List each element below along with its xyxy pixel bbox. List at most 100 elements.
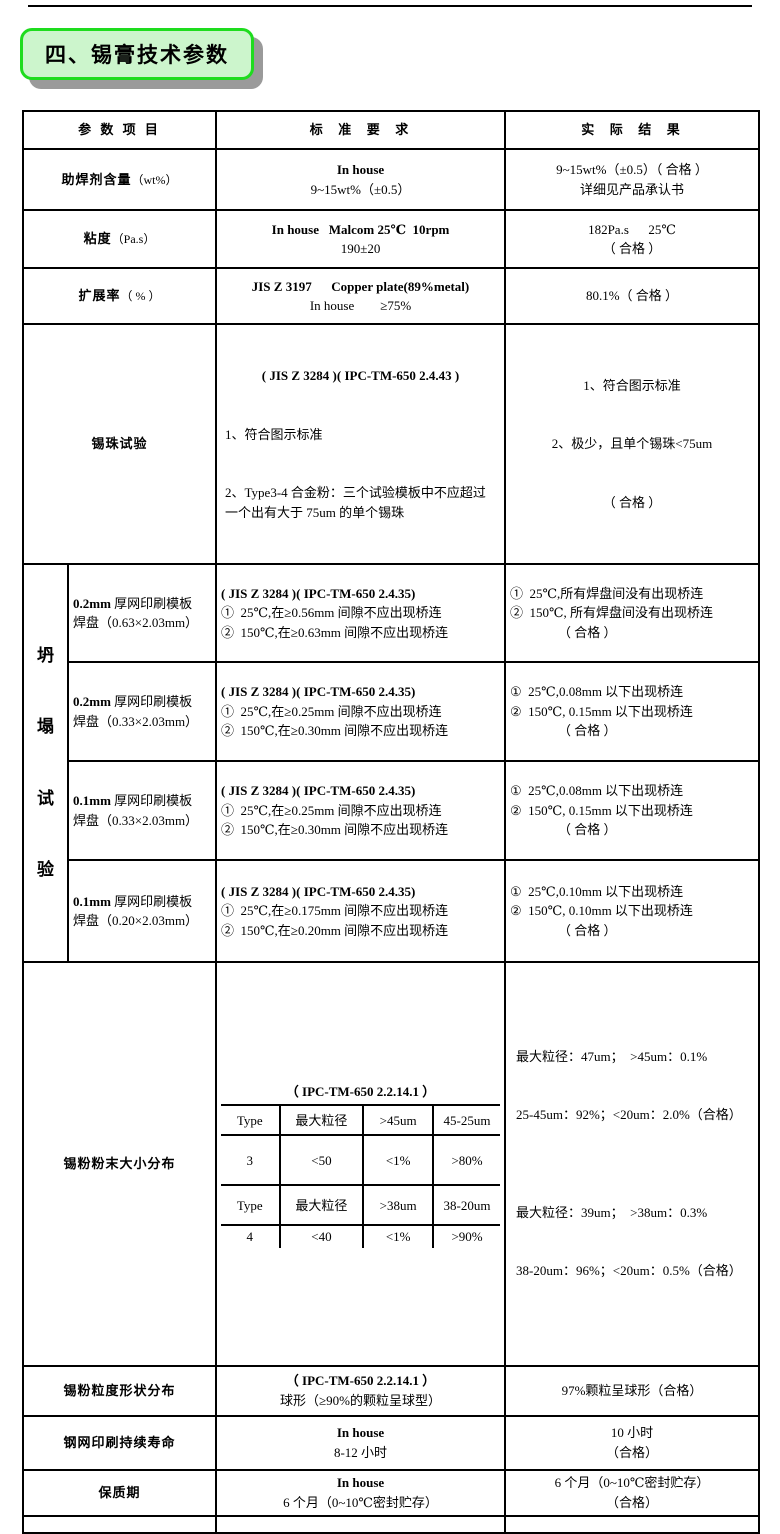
slump-vertical-text: 坍塌试验 [37,646,54,880]
spread-label: 扩展率 [78,288,121,304]
flux-standard-cell: In house 9~15wt%（±0.5） [215,148,507,211]
viscosity-standard-cell: In house Malcom 25℃ 10rpm 190±20 [215,209,507,269]
powder-t1-header-row: Type 最大粒径 >45um 45-25um [220,1104,502,1137]
shape-label-cell: 锡粉粒度形状分布 [21,1364,218,1417]
slump1-result-cell: ① 25℃,所有焊盘间没有出现桥连 ② 150℃, 所有焊盘间没有出现桥连 （ 合格… [504,562,761,664]
slump3-std-line1: ① 25℃,在≥0.25mm 间隙不应出现桥连 [221,802,442,818]
viscosity-label: 粘度 [83,231,112,247]
powder-result-block1: 最大粒径：47um； >45um：0.1% 25-45um：92%；<20um：… [516,1008,754,1164]
powder-t2-v0: 4 [220,1224,281,1249]
row-powder-size: 锡粉粉末大小分布 （ IPC-TM-650 2.2.14.1 ） Type 最大… [21,960,761,1367]
beads-result-cell: 1、符合图示标准 2、极少，且单个锡珠<75um （ 合格 ） [504,323,761,565]
slump4-standard-cell: ( JIS Z 3284 )( IPC-TM-650 2.4.35) ① 25℃,… [215,859,507,963]
slump4-std-title: ( JIS Z 3284 )( IPC-TM-650 2.4.35) [221,883,416,899]
powder-inner-table: （ IPC-TM-650 2.2.14.1 ） Type 最大粒径 >45um … [220,1078,502,1249]
slump1-res-line1: ① 25℃,所有焊盘间没有出现桥连 [510,585,704,601]
stencil-res-line2: （合格） [606,1444,659,1460]
spread-unit: （ % ） [120,289,161,304]
powder-t1-v3: >80% [432,1134,502,1187]
stencil-std-line1: In house [336,1425,385,1441]
powder-t1-value-row: 3 <50 <1% >80% [220,1134,502,1187]
slump3-res-line3: （ 合格 ） [558,822,617,838]
powder-t1-h1: 最大粒径 [278,1104,365,1137]
spread-std-line2: In house ≥75% [309,298,412,313]
powder-t1-v0: 3 [220,1134,281,1187]
powder-ipc-row: （ IPC-TM-650 2.2.14.1 ） [220,1078,502,1107]
slump4-pad: 焊盘（0.20×2.03mm） [73,913,199,928]
slump1-std-line1: ① 25℃,在≥0.56mm 间隙不应出现桥连 [221,605,442,621]
parameters-table: 参 数 项 目 标 准 要 求 实 际 结 果 助焊剂含量（wt%） In ho… [21,110,761,1534]
shelf-standard-cell: In house 6 个月（0~10℃密封贮存） [215,1468,507,1517]
spread-res-line1: 80.1%（ 合格 ） [585,288,679,304]
powder-result-cell: 最大粒径：47um； >45um：0.1% 25-45um：92%；<20um：… [504,960,761,1367]
beads-std-title: ( JIS Z 3284 )( IPC-TM-650 2.4.43 ) [261,368,460,383]
powder-t2-h2: >38um [362,1184,435,1227]
slump1-standard-cell: ( JIS Z 3284 )( IPC-TM-650 2.4.35) ① 25℃,… [215,562,507,664]
row-viscosity: 粘度（Pa.s） In house Malcom 25℃ 10rpm 190±20… [21,209,761,269]
viscosity-std-line1: In house Malcom 25℃ 10rpm [271,221,450,237]
slump1-std-title: ( JIS Z 3284 )( IPC-TM-650 2.4.35) [221,585,416,601]
powder-label-cell: 锡粉粉末大小分布 [21,960,218,1367]
viscosity-std-line2: 190±20 [340,241,381,256]
shelf-res-line2: （合格） [606,1494,659,1510]
powder-t2-v1: <40 [278,1224,365,1249]
powder-t2-h3: 38-20um [432,1184,502,1227]
header-cell-parameter: 参 数 项 目 [21,110,218,150]
slump1-pad: 焊盘（0.63×2.03mm） [73,615,199,631]
powder-t2-v2: <1% [362,1224,435,1249]
shelf-res-line1: 6 个月（0~10℃密封贮存） [554,1475,710,1491]
shelf-std-line1: In house [336,1475,385,1491]
shape-result-cell: 97%颗粒呈球形（合格） [504,1364,761,1417]
slump-vertical-label: 坍塌试验 [28,606,63,920]
slump3-std-line2: ② 150℃,在≥0.30mm 间隙不应出现桥连 [221,822,449,838]
slump1-res-line3: （ 合格 ） [558,624,617,640]
slump2-res-line1: ① 25℃,0.08mm 以下出现桥连 [510,684,684,700]
slump4-res-line3: （ 合格 ） [558,922,617,938]
slump1-thickness: 0.2mm [73,595,111,611]
slump3-res-line2: ② 150℃, 0.15mm 以下出现桥连 [510,802,693,818]
slump3-thickness: 0.1mm [73,793,111,809]
slump3-res-line1: ① 25℃,0.08mm 以下出现桥连 [510,783,684,799]
shelf-label: 保质期 [98,1484,141,1500]
flux-unit: （wt%） [131,172,178,187]
spread-std-line1: JIS Z 3197 Copper plate(89%metal) [251,278,470,294]
viscosity-unit: （Pa.s） [111,232,156,247]
stub-cell-1 [21,1514,218,1534]
powder-res1-line1: 最大粒径：47um； >45um：0.1% [516,1048,708,1064]
powder-res1-line2: 25-45um：92%；<20um：2.0%（合格） [516,1107,742,1123]
header-cell-standard: 标 准 要 求 [215,110,507,150]
slump1-std-line2: ② 150℃,在≥0.63mm 间隙不应出现桥连 [221,624,449,640]
shelf-std-line2: 6 个月（0~10℃密封贮存） [283,1494,438,1510]
flux-result-cell: 9~15wt%（±0.5）（ 合格 ） 详细见产品承认书 [504,148,761,211]
shape-label: 锡粉粒度形状分布 [63,1382,176,1398]
slump4-res-line2: ② 150℃, 0.10mm 以下出现桥连 [510,903,693,919]
beads-std-line2: 2、Type3-4 合金粉：三个试验模板中不应超过一个出有大于 75um 的单个… [225,485,486,520]
powder-label: 锡粉粉末大小分布 [63,1155,176,1171]
stencil-res-line1: 10 小时 [610,1425,654,1441]
stencil-result-cell: 10 小时 （合格） [504,1414,761,1471]
slump2-pad: 焊盘（0.33×2.03mm） [73,713,199,729]
powder-t1-h0: Type [220,1104,281,1137]
powder-t1-h3: 45-25um [432,1104,502,1137]
viscosity-res-line2: （ 合格 ） [602,241,662,256]
slump-vertical-label-cell: 坍塌试验 [22,563,69,963]
flux-label-cell: 助焊剂含量（wt%） [21,148,218,211]
powder-t2-value-row: 4 <40 <1% >90% [220,1224,502,1249]
page-title: 四、锡膏技术参数 [20,28,254,80]
powder-t1-v1: <50 [278,1134,365,1187]
shape-standard-cell: （ IPC-TM-650 2.2.14.1 ） 球形（≥90%的颗粒呈球型） [215,1364,507,1417]
viscosity-result-cell: 182Pa.s 25℃ （ 合格 ） [504,209,761,269]
slump2-res-line2: ② 150℃, 0.15mm 以下出现桥连 [510,703,693,719]
flux-res-line1: 9~15wt%（±0.5）（ 合格 ） [556,162,708,177]
slump4-std-line1: ① 25℃,在≥0.175mm 间隙不应出现桥连 [221,903,449,919]
powder-t2-h0: Type [220,1184,281,1227]
slump2-standard-cell: ( JIS Z 3284 )( IPC-TM-650 2.4.35) ① 25℃,… [215,661,507,762]
slump1-sub-label-cell: 0.2mm 厚网印刷模板 焊盘（0.63×2.03mm） [66,562,218,664]
header-cell-result: 实 际 结 果 [504,110,761,150]
row-slump-2: 0.2mm 厚网印刷模板 焊盘（0.33×2.03mm） ( JIS Z 3284… [23,661,761,762]
beads-res-line3: （ 合格 ） [602,494,662,510]
shelf-result-cell: 6 个月（0~10℃密封贮存） （合格） [504,1468,761,1517]
powder-t1-h2: >45um [362,1104,435,1137]
beads-res-line1: 1、符合图示标准 [583,377,681,393]
powder-t1-v2: <1% [362,1134,435,1187]
